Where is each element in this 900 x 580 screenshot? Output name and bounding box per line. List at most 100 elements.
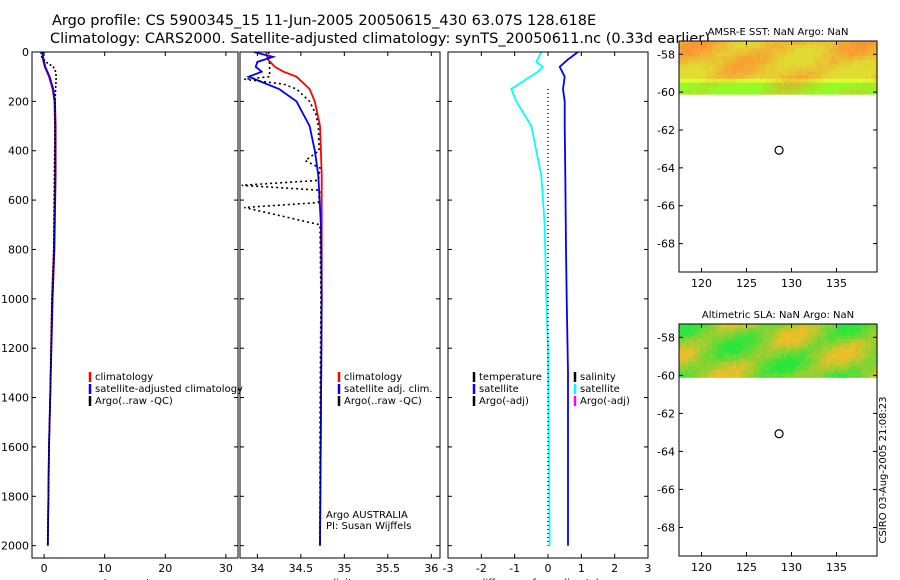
sst-map-cell	[706, 82, 710, 88]
sla-map-cell	[730, 350, 734, 356]
sla-map-cell	[757, 373, 761, 378]
sst-map-cell	[850, 71, 854, 76]
sla-map-cell	[829, 346, 833, 352]
sst-map-cell	[766, 44, 770, 50]
sla-map-cell	[700, 335, 704, 340]
sla-map-cell	[679, 346, 683, 352]
sst-map-cell	[835, 44, 839, 50]
sla-map-cell	[679, 327, 683, 333]
sst-map-cell	[694, 86, 698, 91]
sst-map-cell	[802, 56, 806, 61]
sst-map-cell	[853, 52, 857, 57]
sst-map-cell	[832, 75, 836, 80]
sla-map-cell	[709, 354, 713, 359]
sla-map-cell	[817, 358, 821, 363]
sla-map-cell	[706, 335, 710, 340]
sla-map-cell	[814, 331, 818, 337]
sst-map-cell	[874, 82, 878, 88]
sla-map-cell	[742, 350, 746, 356]
sst-map-cell	[730, 90, 734, 95]
temperature-panel-xtick-label: 0	[41, 562, 48, 575]
sla-map-cell	[835, 350, 839, 356]
sla-map-cell	[787, 331, 791, 337]
sla-map-cell	[784, 362, 788, 367]
sla-map-cell	[760, 327, 764, 333]
sla-map-cell	[709, 343, 713, 348]
sla-map-cell	[850, 327, 854, 333]
sst-map-ytick-label: -68	[657, 238, 675, 251]
sla-map-cell	[691, 324, 695, 329]
sst-map-cell	[691, 44, 695, 50]
sla-map-cell	[751, 373, 755, 378]
sla-map-cell	[853, 331, 857, 337]
sla-map-cell	[808, 373, 812, 378]
sla-map-cell	[718, 358, 722, 363]
sla-map-cell	[688, 346, 692, 352]
sst-map-cell	[763, 59, 767, 65]
sla-map-cell	[727, 369, 731, 375]
sla-map-cell	[745, 343, 749, 348]
sst-map-cell	[793, 86, 797, 91]
sla-map-cell	[706, 354, 710, 359]
sst-map-cell	[730, 48, 734, 53]
sla-map-cell	[733, 339, 737, 344]
sst-map-cell	[823, 86, 827, 91]
sst-map-cell	[727, 56, 731, 61]
sst-map-cell	[802, 41, 806, 46]
temperature-legend-label: climatology	[95, 372, 153, 383]
sla-map-ytick-label: -64	[657, 445, 675, 458]
sst-map-cell	[748, 82, 752, 88]
sst-map-cell	[868, 71, 872, 76]
sst-map-cell	[766, 67, 770, 72]
sla-map-cell	[781, 346, 785, 352]
sla-map-cell	[751, 358, 755, 363]
sla-map-cell	[859, 343, 863, 348]
sst-map-cell	[832, 78, 836, 84]
sst-map-cell	[799, 75, 803, 80]
sla-map-cell	[772, 362, 776, 367]
sla-map-cell	[679, 369, 683, 375]
sst-map-cell	[691, 90, 695, 95]
sst-map-cell	[802, 78, 806, 84]
sla-map-cell	[721, 331, 725, 337]
sst-map-cell	[784, 90, 788, 95]
sst-map-cell	[763, 75, 767, 80]
sla-map-cell	[715, 354, 719, 359]
sst-map-cell	[817, 75, 821, 80]
sst-map-cell	[826, 41, 830, 46]
sla-map-cell	[688, 350, 692, 356]
sst-map-cell	[712, 82, 716, 88]
sla-map-cell	[736, 343, 740, 348]
sst-map-cell	[688, 44, 692, 50]
sst-map-cell	[718, 71, 722, 76]
sla-map-cell	[835, 373, 839, 378]
sla-map-cell	[871, 354, 875, 359]
sla-map-cell	[724, 335, 728, 340]
sla-map-cell	[838, 354, 842, 359]
sla-map-cell	[865, 373, 869, 378]
sla-map-cell	[691, 346, 695, 352]
sla-map-cell	[691, 358, 695, 363]
sla-map-cell	[715, 365, 719, 371]
sla-map-cell	[856, 358, 860, 363]
sla-map-cell	[706, 343, 710, 348]
sst-map-cell	[868, 82, 872, 88]
sla-map-cell	[736, 354, 740, 359]
sla-map-cell	[772, 373, 776, 378]
sst-map-cell	[808, 52, 812, 57]
sst-map-cell	[814, 48, 818, 53]
sst-map-cell	[838, 48, 842, 53]
sla-map-cell	[826, 350, 830, 356]
sst-map-cell	[847, 71, 851, 76]
sst-map-cell	[811, 52, 815, 57]
sla-map-cell	[742, 362, 746, 367]
sla-map-cell	[853, 362, 857, 367]
sla-map-cell	[784, 339, 788, 344]
sst-map-cell	[853, 90, 857, 95]
sst-map-cell	[862, 59, 866, 65]
sla-map-cell	[691, 373, 695, 378]
sla-map-cell	[730, 335, 734, 340]
sla-map-cell	[829, 350, 833, 356]
sst-map-cell	[790, 52, 794, 57]
